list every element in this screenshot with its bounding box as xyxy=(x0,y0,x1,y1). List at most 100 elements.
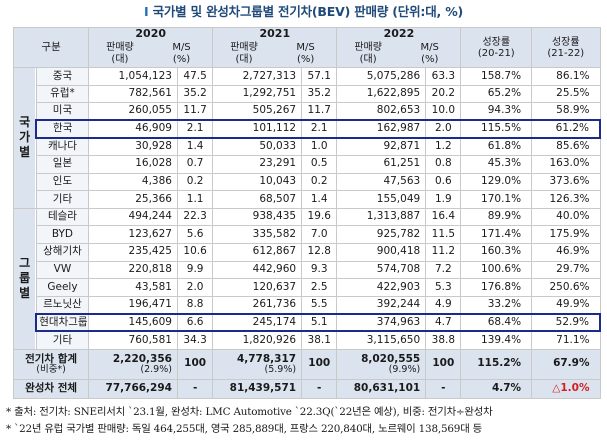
sales-2021: 335,582 xyxy=(212,225,303,244)
growth-21-22: 250.6% xyxy=(531,278,601,297)
all-ms-2020: - xyxy=(176,378,214,399)
sales-2020: 16,028 xyxy=(88,154,178,174)
row-name: 현대차그룹 xyxy=(35,312,90,333)
header-growth-20-21: 성장률 (20-21) xyxy=(460,27,533,68)
total-sales-2021: 4,778,317 (5.9%) xyxy=(212,348,303,380)
ms-2022: 2.0 xyxy=(425,119,462,139)
ms-2021: 57.1 xyxy=(301,67,338,86)
sales-2021: 261,736 xyxy=(212,295,303,315)
all-growth-20-21: 4.7% xyxy=(460,378,533,399)
growth-21-22: 58.9% xyxy=(531,102,601,121)
sales-2020: 30,928 xyxy=(88,137,178,156)
total-growth-20-21: 115.2% xyxy=(460,348,533,380)
sales-2022: 374,963 xyxy=(336,312,427,333)
sales-2021: 938,435 xyxy=(212,207,303,227)
growth-21-22: 61.2% xyxy=(531,119,602,139)
row-name: 기타 xyxy=(35,330,90,350)
all-vehicles-row: 완성차 전체 77,766,294-81,439,571-80,631,101-4… xyxy=(12,378,601,399)
total-share-value: (2.9%) xyxy=(140,363,172,375)
total-sales-value: 8,020,555 xyxy=(361,352,421,365)
ms-2020: 2.0 xyxy=(176,278,214,297)
growth-21-22: 46.9% xyxy=(531,242,601,262)
sales-2021: 245,174 xyxy=(212,312,303,333)
growth-21-22: 163.0% xyxy=(531,154,601,174)
growth-20-21: 158.7% xyxy=(460,67,533,86)
bev-sales-table: 구분 2020 판매량 (대) M/S (%) 2021 판매량 (대) M/S (… xyxy=(12,27,602,399)
sales-header: 판매량 (대) xyxy=(354,42,382,65)
ms-2021: 35.2 xyxy=(301,84,338,104)
table-row: 미국 260,055 11.7 505,267 11.7 802,653 10.0 94.3%… xyxy=(14,102,601,121)
ms-2021: 9.3 xyxy=(301,260,338,280)
table-row: 캐나다 30,928 1.4 50,033 1.0 92,871 1.2 61.8% 85.6% xyxy=(14,137,601,156)
growth-20-21: 115.5% xyxy=(460,119,533,139)
sales-2022: 900,418 xyxy=(336,242,427,262)
ms-2022: 11.2 xyxy=(425,242,462,262)
table-row: 르노닛산 196,471 8.8 261,736 5.5 392,244 4.9 33.2% 4… xyxy=(14,295,601,315)
ms-2020: 0.2 xyxy=(176,172,214,192)
table-row: BYD 123,627 5.6 335,582 7.0 925,782 11.5 171.4%… xyxy=(14,225,601,244)
sales-2022: 47,563 xyxy=(336,172,427,192)
all-ms-2022: - xyxy=(425,378,462,399)
sales-2021: 68,507 xyxy=(212,190,303,209)
growth-20-21: 61.8% xyxy=(460,137,533,156)
table-row: 기타 760,581 34.3 1,820,926 38.1 3,115,650 38.8 1… xyxy=(14,330,601,350)
growth-20-21: 170.1% xyxy=(460,190,533,209)
sales-2021: 505,267 xyxy=(212,102,303,121)
group-label: 국 가 별 xyxy=(13,67,37,209)
growth-21-22: 25.5% xyxy=(531,84,601,104)
total-label-sub: (비중*) xyxy=(36,363,66,375)
ms-2021: 38.1 xyxy=(301,330,338,350)
growth-21-22: 52.9% xyxy=(531,312,602,333)
total-ms-2022: 100 xyxy=(425,348,462,380)
ms-2022: 11.5 xyxy=(425,225,462,244)
header-year-2022: 2022 판매량 (대) M/S (%) xyxy=(336,27,462,68)
total-label-main: 전기차 합계 xyxy=(25,352,78,365)
table-row: 현대차그룹 145,609 6.6 245,174 5.1 374,963 4.7 68.4%… xyxy=(14,312,602,333)
ms-2020: 1.1 xyxy=(176,190,214,209)
ms-2022: 20.2 xyxy=(425,84,462,104)
sales-2020: 1,054,123 xyxy=(88,67,178,86)
ms-2021: 11.7 xyxy=(301,102,338,121)
total-sales-value: 4,778,317 xyxy=(236,352,297,365)
growth-20-21: 89.9% xyxy=(460,207,533,227)
year-label: 2021 xyxy=(259,27,291,41)
total-growth-21-22: 67.9% xyxy=(531,348,601,380)
sales-2021: 50,033 xyxy=(212,137,303,156)
ms-2022: 1.9 xyxy=(425,190,462,209)
sales-2022: 61,251 xyxy=(336,154,427,174)
sales-2021: 120,637 xyxy=(212,278,303,297)
sales-2022: 574,708 xyxy=(336,260,427,280)
ms-2022: 7.2 xyxy=(425,260,462,280)
row-name: BYD xyxy=(35,225,90,244)
growth-20-21: 94.3% xyxy=(460,102,533,121)
growth-20-21: 100.6% xyxy=(460,260,533,280)
group-label-text: 그 룹 별 xyxy=(19,256,31,301)
ms-2020: 11.7 xyxy=(176,102,214,121)
all-growth-21-22: △1.0% xyxy=(531,378,601,399)
sales-2021: 612,867 xyxy=(212,242,303,262)
sales-2021: 23,291 xyxy=(212,154,303,174)
total-sales-2020: 2,220,356 (2.9%) xyxy=(88,348,178,380)
all-sales-2022: 80,631,101 xyxy=(336,378,427,399)
sales-2022: 925,782 xyxy=(336,225,427,244)
ms-2021: 19.6 xyxy=(301,207,338,227)
ms-2022: 38.8 xyxy=(425,330,462,350)
all-sales-2020: 77,766,294 xyxy=(88,378,178,399)
footnote-europe: * `22년 유럽 국가별 판매량: 독일 464,255대, 영국 285,8… xyxy=(6,423,483,435)
sales-2021: 2,727,313 xyxy=(212,67,303,86)
ms-2020: 8.8 xyxy=(176,295,214,315)
growth-20-21: 33.2% xyxy=(460,295,533,315)
growth-20-21: 176.8% xyxy=(460,278,533,297)
sales-2021: 10,043 xyxy=(212,172,303,192)
table-row: 그 룹 별 테슬라 494,244 22.3 938,435 19.6 1,313,887 1… xyxy=(13,207,601,350)
sales-2022: 3,115,650 xyxy=(336,330,427,350)
ms-2022: 10.0 xyxy=(425,102,462,121)
row-name: 르노닛산 xyxy=(35,295,90,315)
growth-21-22: 86.1% xyxy=(531,67,601,86)
ms-2022: 4.9 xyxy=(425,295,462,315)
total-ms-2020: 100 xyxy=(176,348,214,380)
growth-21-22: 373.6% xyxy=(531,172,601,192)
sales-header: 판매량 (대) xyxy=(106,42,134,65)
table-row: 국 가 별 중국 1,054,123 47.5 2,727,313 57.1 5,075,2… xyxy=(13,67,601,209)
ms-2020: 34.3 xyxy=(176,330,214,350)
